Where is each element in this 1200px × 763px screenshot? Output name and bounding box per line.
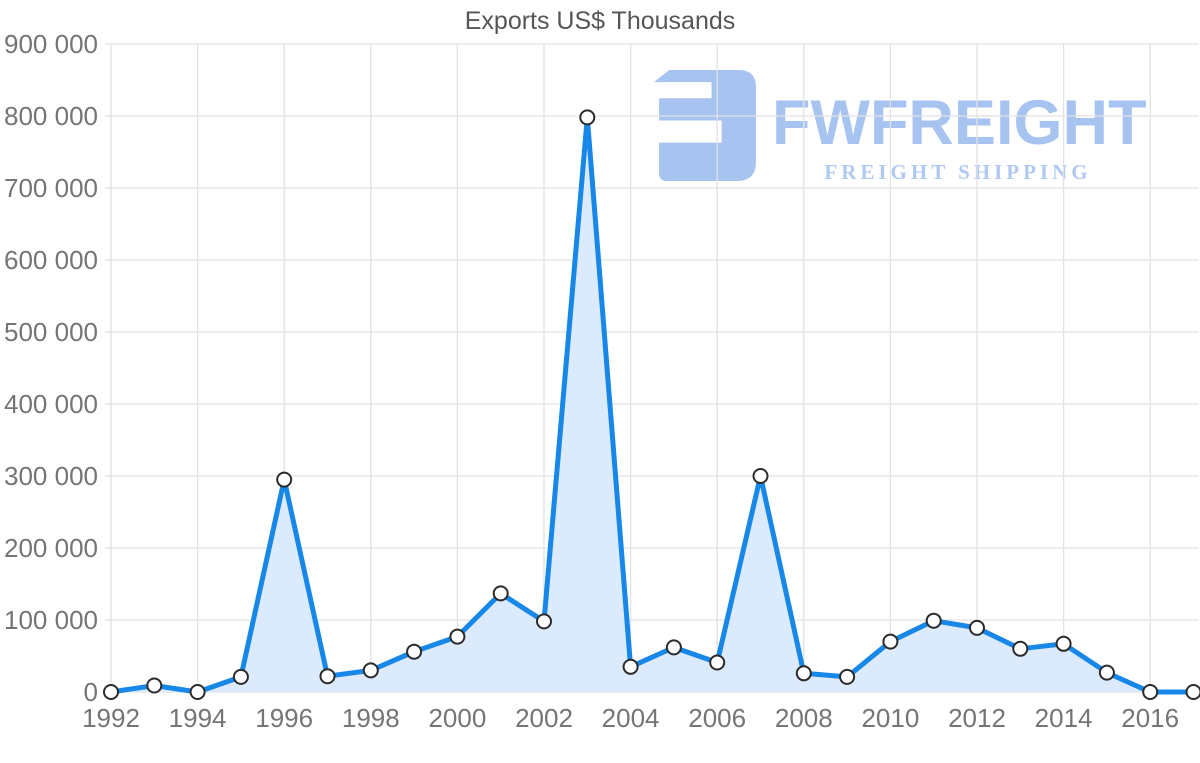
data-point-marker-2005 <box>665 639 682 656</box>
data-point-marker-2012 <box>969 619 985 636</box>
data-point-marker-2002 <box>536 613 552 630</box>
data-point-marker-2015 <box>1098 664 1115 681</box>
data-point-marker-2014 <box>1055 635 1072 652</box>
data-point-marker-2000 <box>449 628 466 645</box>
data-point-marker-2006 <box>709 654 726 671</box>
x-tick-label: 2000 <box>428 703 486 733</box>
data-point-marker-2008 <box>795 665 812 682</box>
x-tick-label: 1996 <box>255 703 313 733</box>
data-point-marker-1993 <box>146 677 163 694</box>
data-point-marker-1996 <box>276 471 293 488</box>
y-tick-label: 900 000 <box>4 29 98 59</box>
data-line <box>108 114 1196 695</box>
y-tick-label: 200 000 <box>4 533 98 563</box>
data-point-marker-2011 <box>925 612 942 629</box>
y-tick-label: 700 000 <box>4 173 98 203</box>
logo-tagline: FREIGHT SHIPPING <box>824 160 1092 184</box>
data-point-marker-1992 <box>103 684 119 700</box>
x-tick-label: 2008 <box>775 703 833 733</box>
data-point-marker-2016 <box>1142 684 1159 700</box>
data-point-marker-1999 <box>406 643 423 660</box>
x-tick-label: 1998 <box>342 703 400 733</box>
data-point-marker-2009 <box>839 668 856 685</box>
logo-wordmark: FWFREIGHT <box>772 88 1147 158</box>
y-tick-label: 0 <box>84 677 98 707</box>
data-point-marker-1995 <box>232 668 249 685</box>
x-tick-label: 1992 <box>82 703 140 733</box>
data-point-marker-2001 <box>492 585 509 602</box>
x-tick-label: 2006 <box>688 703 746 733</box>
y-tick-label: 500 000 <box>4 317 98 347</box>
data-point-marker-2004 <box>622 658 639 675</box>
area-fill <box>111 117 1194 692</box>
data-point-marker-2017 <box>1185 684 1200 700</box>
y-tick-label: 400 000 <box>4 389 98 419</box>
x-tick-label: 2012 <box>948 703 1006 733</box>
freight-f-glyph <box>654 70 756 181</box>
data-point-marker-2013 <box>1012 640 1029 657</box>
x-tick-label: 2014 <box>1035 703 1093 733</box>
data-point-marker-2007 <box>752 468 769 484</box>
y-tick-label: 800 000 <box>4 101 98 131</box>
x-tick-label: 2002 <box>515 703 573 733</box>
fwfreight-logo-icon <box>654 70 756 186</box>
x-tick-label: 2010 <box>861 703 919 733</box>
x-tick-label: 2004 <box>602 703 660 733</box>
y-tick-label: 300 000 <box>4 461 98 491</box>
x-tick-label: 1994 <box>169 703 227 733</box>
chart-title: Exports US$ Thousands <box>464 7 736 35</box>
data-point-marker-2010 <box>882 633 899 650</box>
data-point-marker-1994 <box>189 684 206 700</box>
data-point-marker-1997 <box>319 668 336 685</box>
y-tick-label: 600 000 <box>4 245 98 275</box>
x-tick-label: 2016 <box>1121 703 1179 733</box>
data-point-marker-1998 <box>362 662 379 679</box>
y-tick-label: 100 000 <box>4 605 98 635</box>
data-point-marker-2003 <box>579 109 596 126</box>
